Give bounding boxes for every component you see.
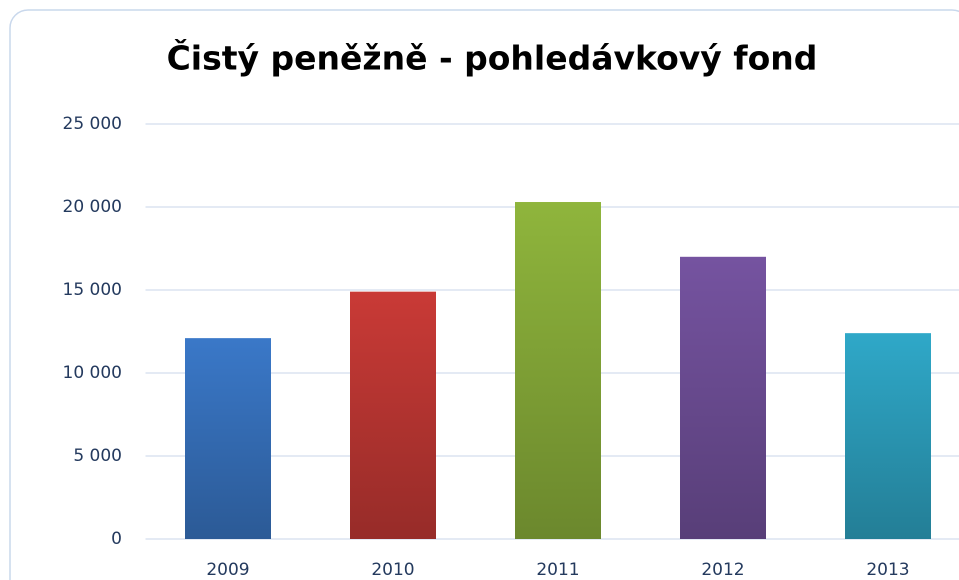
y-tick-label: 25 000 — [63, 114, 122, 134]
chart-title: Čistý peněžně - pohledávkový fond — [167, 38, 818, 78]
x-tick-label: 2009 — [206, 560, 249, 580]
x-tick-label: 2012 — [701, 560, 744, 580]
x-tick-label: 2010 — [371, 560, 414, 580]
bar-shade — [680, 256, 766, 539]
bar-shade — [515, 202, 601, 539]
bar-shade — [845, 333, 931, 539]
chart-frame — [9, 9, 959, 580]
y-tick-label: 0 — [111, 529, 122, 549]
y-tick-label: 5 000 — [73, 446, 122, 466]
y-tick-label: 15 000 — [63, 280, 122, 300]
x-tick-label: 2013 — [866, 560, 909, 580]
x-tick-label: 2011 — [536, 560, 579, 580]
bar-shade — [185, 338, 271, 539]
y-tick-label: 10 000 — [63, 363, 122, 383]
bar-shade — [350, 291, 436, 539]
y-tick-label: 20 000 — [63, 197, 122, 217]
